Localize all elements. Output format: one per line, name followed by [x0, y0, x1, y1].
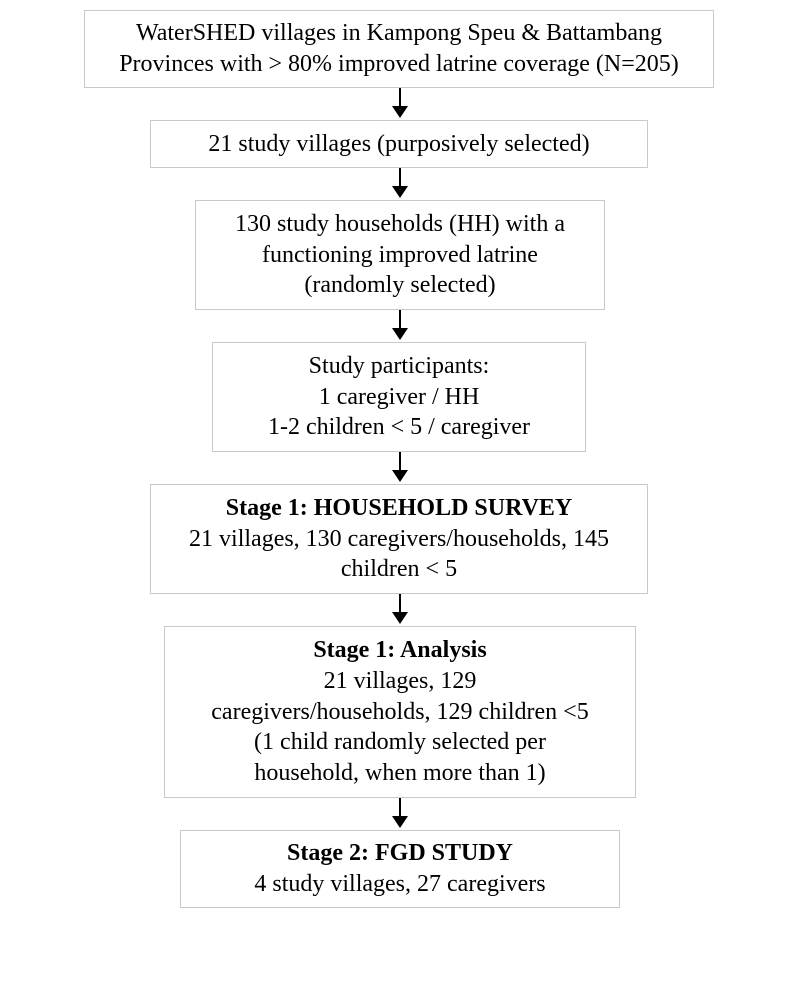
text-line: Study participants: [309, 351, 490, 382]
node-study-villages: 21 study villages (purposively selected) [150, 120, 648, 168]
arrow-down-icon [392, 798, 408, 828]
node-watershed-villages: WaterSHED villages in Kampong Speu & Bat… [84, 10, 714, 88]
text-line: caregivers/households, 129 children <5 [211, 697, 588, 728]
text-line: (1 child randomly selected per [254, 727, 546, 758]
text-line: 21 villages, 129 [324, 666, 477, 697]
arrow-down-icon [392, 594, 408, 624]
arrow-down-icon [392, 88, 408, 118]
node-stage1-analysis: Stage 1: Analysis 21 villages, 129 careg… [164, 626, 636, 798]
node-study-households: 130 study households (HH) with a functio… [195, 200, 605, 310]
text-line: (randomly selected) [304, 270, 495, 301]
text-line: 21 study villages (purposively selected) [208, 129, 589, 160]
text-line: 130 study households (HH) with a [235, 209, 565, 240]
text-line: 1-2 children < 5 / caregiver [268, 412, 530, 443]
flowchart-canvas: WaterSHED villages in Kampong Speu & Bat… [0, 0, 800, 1008]
text-line: household, when more than 1) [254, 758, 545, 789]
text-line: WaterSHED villages in Kampong Speu & Bat… [136, 18, 662, 49]
arrow-down-icon [392, 310, 408, 340]
text-line: Provinces with > 80% improved latrine co… [119, 49, 679, 80]
text-line: 4 study villages, 27 caregivers [254, 869, 545, 900]
text-line-bold: Stage 1: Analysis [313, 635, 486, 666]
text-line-bold: Stage 2: FGD STUDY [287, 838, 513, 869]
text-line: 1 caregiver / HH [319, 382, 480, 413]
node-stage2-fgd: Stage 2: FGD STUDY 4 study villages, 27 … [180, 830, 620, 908]
node-stage1-survey: Stage 1: HOUSEHOLD SURVEY 21 villages, 1… [150, 484, 648, 594]
arrow-down-icon [392, 168, 408, 198]
text-line: functioning improved latrine [262, 240, 538, 271]
node-study-participants: Study participants: 1 caregiver / HH 1-2… [212, 342, 586, 452]
text-line: children < 5 [341, 554, 457, 585]
text-line-bold: Stage 1: HOUSEHOLD SURVEY [226, 493, 573, 524]
text-line: 21 villages, 130 caregivers/households, … [189, 524, 609, 555]
arrow-down-icon [392, 452, 408, 482]
